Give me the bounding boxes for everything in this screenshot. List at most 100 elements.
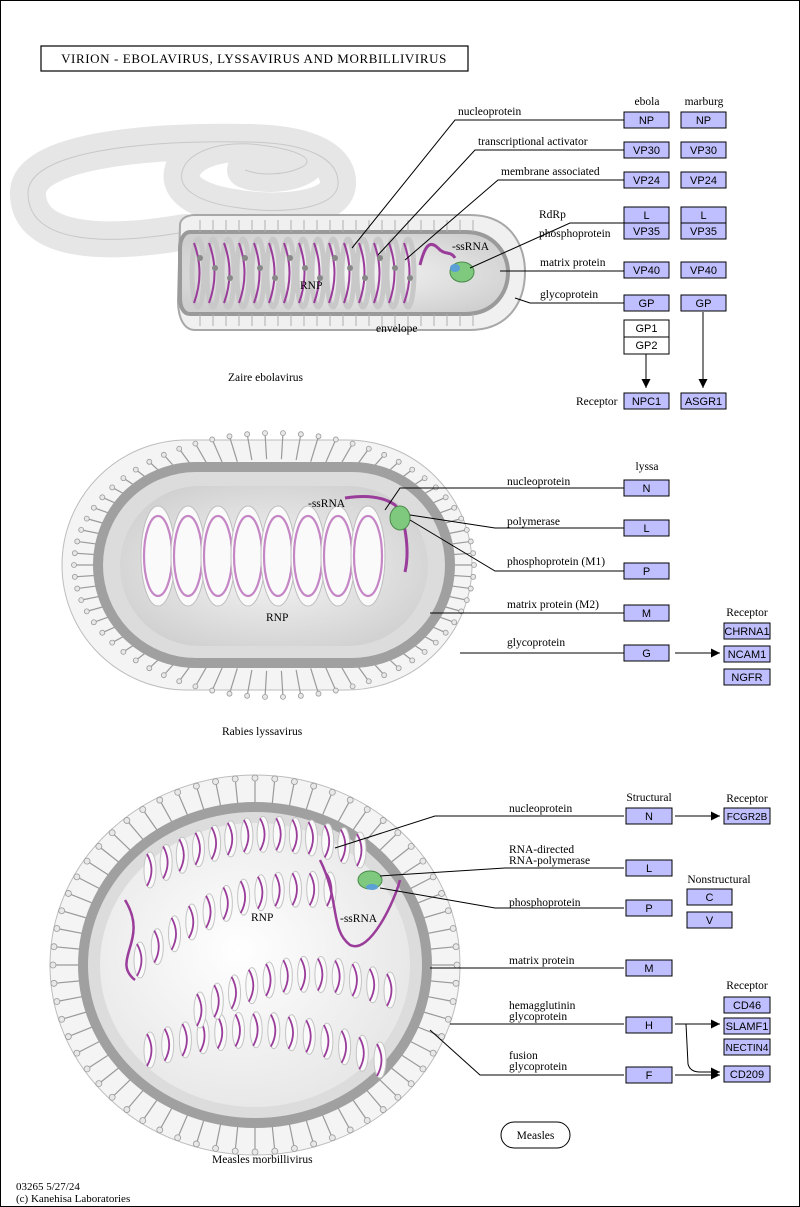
measles-spike-head	[310, 782, 318, 790]
measles-rna-turn	[257, 876, 264, 910]
gene-box-ebola-l[interactable]: L	[623, 206, 670, 224]
gene-box-measles-f[interactable]: F	[625, 1066, 673, 1084]
rabies-label-phosphoprotein: phosphoprotein (M1)	[507, 556, 605, 568]
gene-box-cd209[interactable]: CD209	[723, 1065, 771, 1083]
rabies-spike-head	[120, 648, 127, 655]
measles-np-coil	[133, 941, 147, 979]
gene-box-cd46[interactable]: CD46	[723, 996, 771, 1014]
ebola-envelope-label: envelope	[376, 323, 418, 335]
gene-box-marburg-gp[interactable]: GP	[680, 294, 727, 312]
ebola-rna-turn	[373, 242, 381, 304]
gene-box-ebola-vp30[interactable]: VP30	[623, 141, 670, 159]
gene-box-marburg-np[interactable]: NP	[680, 111, 727, 129]
rabies-virus-name: Rabies lyssavirus	[222, 726, 303, 738]
gene-box-ebola-vp40[interactable]: VP40	[623, 261, 670, 279]
ebola-np-coil	[189, 236, 207, 310]
rabies-spike	[280, 670, 284, 697]
gene-label-ngfr: NGFR	[731, 672, 762, 684]
gene-box-rabies-n[interactable]: N	[623, 479, 670, 497]
gene-box-ebola-vp24[interactable]: VP24	[623, 171, 670, 189]
measles-np-coil	[219, 884, 233, 922]
gene-label-chrna1: CHRNA1	[724, 626, 769, 638]
gene-box-nectin4[interactable]: NECTIN4	[723, 1038, 771, 1056]
gene-box-measles-n[interactable]: N	[625, 807, 673, 825]
measles-np-coil	[353, 831, 367, 869]
rabies-spike-head	[71, 562, 77, 568]
measles-rna-turn	[340, 1030, 348, 1064]
measles-spike-head	[231, 775, 239, 783]
rabies-spike-head	[315, 433, 322, 440]
measles-spike-head	[328, 788, 336, 796]
gene-box-rabies-m[interactable]: M	[623, 604, 670, 622]
measles-np-coil	[383, 971, 397, 1009]
measles-spike-head	[212, 778, 219, 785]
marburg-column-header: marburg	[685, 96, 724, 108]
gene-box-slamf1[interactable]: SLAMF1	[723, 1017, 771, 1035]
subunit-box-gp1[interactable]: GP1	[623, 319, 670, 338]
gene-box-ngfr[interactable]: NGFR	[723, 668, 771, 686]
gene-box-fcgr2b[interactable]: FCGR2B	[723, 807, 771, 825]
measles-spike-head	[139, 1117, 147, 1124]
gene-label-marburg-vp24: VP24	[690, 175, 717, 187]
rabies-spike	[246, 434, 253, 461]
gene-box-measles-p[interactable]: P	[625, 899, 673, 917]
gene-box-rabies-l[interactable]: L	[623, 519, 670, 537]
measles-rna-turn	[291, 819, 298, 853]
measles-spike-head	[452, 943, 460, 951]
measles-np-coil	[143, 1031, 157, 1069]
measles-np-coil	[331, 958, 345, 996]
gene-box-measles-v[interactable]: V	[686, 911, 733, 929]
measles-spike-head	[346, 796, 354, 804]
gene-box-marburg-vp40[interactable]: VP40	[680, 261, 727, 279]
measles-rna-turn	[270, 1014, 277, 1048]
gene-box-ebola-np[interactable]: NP	[623, 111, 670, 129]
rabies-spike-head	[244, 431, 251, 438]
gene-label-ebola-l: L	[643, 210, 649, 222]
gene-box-ebola-vp35[interactable]: VP35	[623, 222, 670, 240]
measles-rna-turn	[334, 960, 341, 994]
gene-box-marburg-vp30[interactable]: VP30	[680, 141, 727, 159]
measles-np-coil	[297, 955, 311, 993]
gene-box-measles-m[interactable]: M	[625, 959, 673, 977]
gene-label-ncam1: NCAM1	[728, 649, 767, 661]
gene-box-marburg-vp24[interactable]: VP24	[680, 171, 727, 189]
measles-np-coil	[321, 822, 335, 860]
gene-box-ebola-gp[interactable]: GP	[623, 294, 670, 312]
ebola-phosphoprotein-blob	[450, 264, 460, 272]
measles-spike-head	[271, 775, 279, 783]
rabies-spike-head	[90, 504, 97, 511]
measles-rna-turn	[307, 821, 314, 855]
measles-np-coil	[161, 1026, 175, 1064]
map-title-box: VIRION - EBOLAVIRUS, LYSSAVIRUS AND MORB…	[40, 45, 469, 72]
ebola-np-coil	[294, 236, 312, 310]
rabies-np-coil	[230, 505, 266, 607]
gene-label-nectin4: NECTIN4	[726, 1043, 769, 1054]
gene-box-marburg-vp35[interactable]: VP35	[680, 222, 727, 240]
rabies-spike-head	[432, 639, 439, 646]
gene-box-measles-c[interactable]: C	[686, 888, 733, 906]
gene-box-measles-h[interactable]: H	[625, 1016, 673, 1034]
gene-box-marburg-l[interactable]: L	[680, 206, 727, 224]
gene-box-ncam1[interactable]: NCAM1	[723, 645, 771, 663]
rabies-spike-head	[160, 451, 167, 458]
measles-spike-head	[452, 979, 460, 987]
subunit-box-gp2[interactable]: GP2	[623, 336, 670, 355]
rabies-spike-head	[71, 573, 78, 580]
rabies-spike-head	[458, 515, 465, 522]
rabies-spike-head	[451, 619, 458, 626]
rabies-spike	[324, 665, 337, 691]
measles-spike-head	[407, 842, 415, 850]
measles-map-link[interactable]: Measles	[500, 1121, 571, 1149]
gene-box-measles-l[interactable]: L	[625, 859, 673, 877]
measles-rna-turn	[356, 833, 363, 867]
gene-box-npc1[interactable]: NPC1	[623, 392, 670, 410]
gene-box-rabies-g[interactable]: G	[623, 644, 670, 662]
gene-box-chrna1[interactable]: CHRNA1	[723, 622, 771, 640]
measles-rna-turn	[317, 958, 324, 991]
gene-box-asgr1[interactable]: ASGR1	[680, 392, 727, 410]
rabies-label-matrix-protein: matrix protein (M2)	[507, 599, 599, 611]
measles-spike-head	[453, 961, 461, 969]
gene-box-rabies-p[interactable]: P	[623, 562, 670, 580]
measles-label-rna-polymerase: RNA-polymerase	[509, 855, 590, 867]
ebola-np-coil	[204, 236, 222, 310]
